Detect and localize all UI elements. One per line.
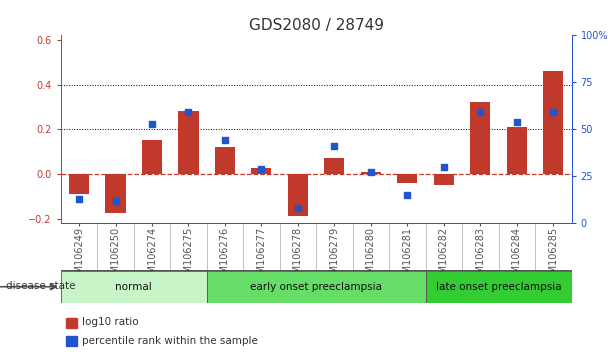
Text: percentile rank within the sample: percentile rank within the sample bbox=[82, 336, 258, 346]
Text: log10 ratio: log10 ratio bbox=[82, 318, 139, 327]
Point bbox=[402, 192, 412, 198]
Bar bbox=[426, 271, 572, 303]
Bar bbox=[251, 168, 271, 174]
Bar bbox=[105, 174, 125, 213]
Bar bbox=[178, 112, 198, 174]
Bar bbox=[361, 172, 381, 174]
Title: GDS2080 / 28749: GDS2080 / 28749 bbox=[249, 18, 384, 33]
Bar bbox=[506, 127, 527, 174]
Bar bbox=[324, 158, 344, 174]
Point bbox=[111, 198, 120, 203]
Text: early onset preeclampsia: early onset preeclampsia bbox=[250, 282, 382, 292]
Bar bbox=[470, 102, 490, 174]
Bar bbox=[61, 271, 207, 303]
Bar bbox=[66, 318, 77, 328]
Point bbox=[475, 109, 485, 115]
Bar bbox=[207, 271, 426, 303]
Point bbox=[512, 119, 522, 125]
Text: normal: normal bbox=[116, 282, 152, 292]
Bar bbox=[142, 141, 162, 174]
Bar bbox=[66, 336, 77, 346]
Bar bbox=[69, 174, 89, 194]
Point bbox=[220, 138, 230, 143]
Point bbox=[439, 164, 449, 170]
Text: late onset preeclampsia: late onset preeclampsia bbox=[436, 282, 561, 292]
Point bbox=[548, 109, 558, 115]
Point bbox=[257, 166, 266, 171]
Bar bbox=[215, 147, 235, 174]
Point bbox=[293, 205, 303, 211]
Point bbox=[366, 170, 376, 175]
Point bbox=[74, 196, 84, 201]
Point bbox=[330, 143, 339, 149]
Bar bbox=[288, 174, 308, 216]
Point bbox=[147, 121, 157, 126]
Bar bbox=[543, 71, 563, 174]
Point bbox=[184, 109, 193, 115]
Bar bbox=[397, 174, 417, 183]
Bar bbox=[434, 174, 454, 185]
Text: disease state: disease state bbox=[6, 281, 75, 291]
